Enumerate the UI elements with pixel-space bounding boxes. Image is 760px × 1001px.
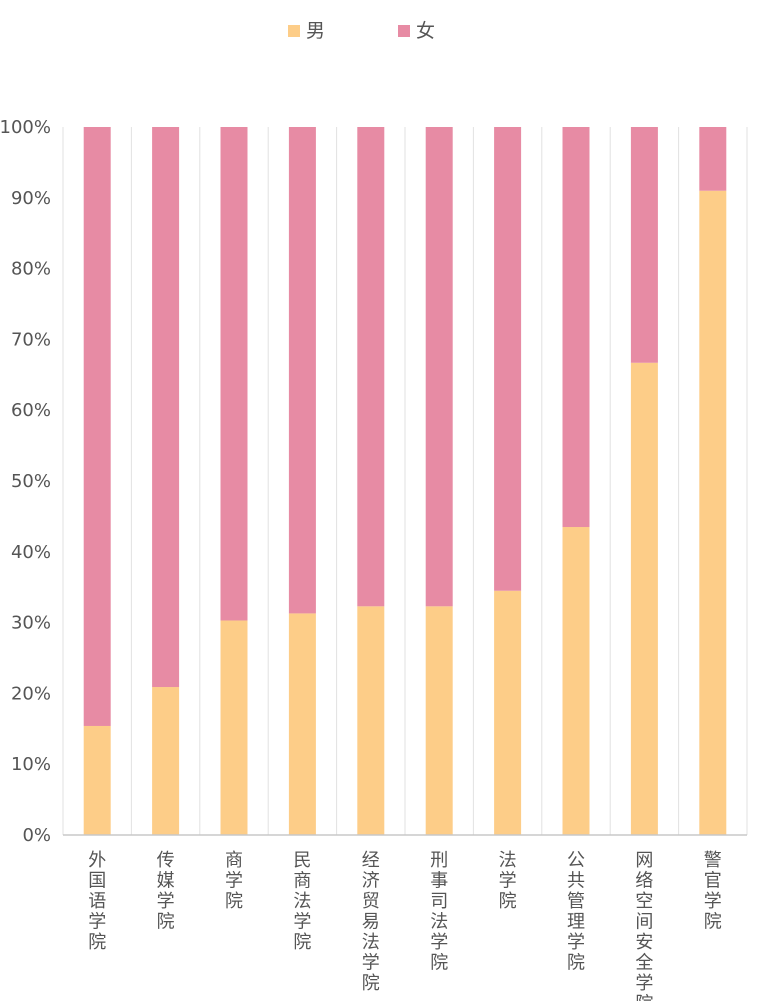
bar-segment-male [152,687,180,835]
bar-segment-male [357,606,385,835]
bar-segment-male [494,590,522,835]
bar-segment-female [152,127,180,688]
x-category-label: 刑事司法学院 [430,850,448,974]
bar-segment-male [562,527,590,835]
bar-segment-male [83,725,111,835]
grid-lines [62,127,748,835]
x-category-label: 法学院 [499,850,517,912]
y-tick-label: 0% [22,825,51,846]
bar-segment-male [699,190,727,836]
x-category-label: 外国语学院 [88,850,106,953]
bar-segment-male [288,613,316,835]
y-tick-label: 50% [11,471,51,492]
legend-swatch-female [398,25,410,37]
axes: 0% 10% 20% 30% 40% 50% 60% 70% 80% 90% 100% 外国语学院 传媒… [0,117,747,1001]
x-category-label: 网络空间安全学院 [635,850,653,1001]
chart-legend: 男 女 [0,18,760,46]
legend-item-female: 女 [398,18,435,44]
bar-segment-female [699,127,727,191]
bar-segment-female [630,127,658,363]
y-tick-label: 80% [11,259,51,280]
bar-segment-female [220,127,248,621]
bar-segment-male [220,620,248,835]
bar-segment-female [288,127,316,614]
bars [83,127,727,836]
y-tick-label: 30% [11,613,51,634]
bar-segment-female [494,127,522,591]
bar-segment-male [630,362,658,835]
y-tick-label: 20% [11,683,51,704]
bar-segment-female [83,127,111,726]
y-tick-label: 60% [11,400,51,421]
legend-label-female: 女 [416,20,436,42]
y-tick-label: 100% [0,117,51,138]
bar-segment-female [425,127,453,607]
x-category-label: 经济贸易法学院 [362,850,380,994]
x-category-label: 警官学院 [704,850,722,933]
legend-swatch-male [288,25,300,37]
y-tick-label: 10% [11,754,51,775]
x-category-label: 民商法学院 [293,850,311,953]
bar-segment-female [357,127,385,607]
y-tick-label: 70% [11,329,51,350]
bar-segment-female [562,127,590,528]
legend-label-male: 男 [306,20,326,42]
bar-segment-male [425,606,453,835]
x-category-label: 商学院 [225,850,243,912]
x-category-label: 公共管理学院 [567,850,585,974]
x-category-label: 传媒学院 [157,850,175,933]
legend-item-male: 男 [288,18,325,44]
y-tick-label: 90% [11,188,51,209]
y-tick-label: 40% [11,542,51,563]
